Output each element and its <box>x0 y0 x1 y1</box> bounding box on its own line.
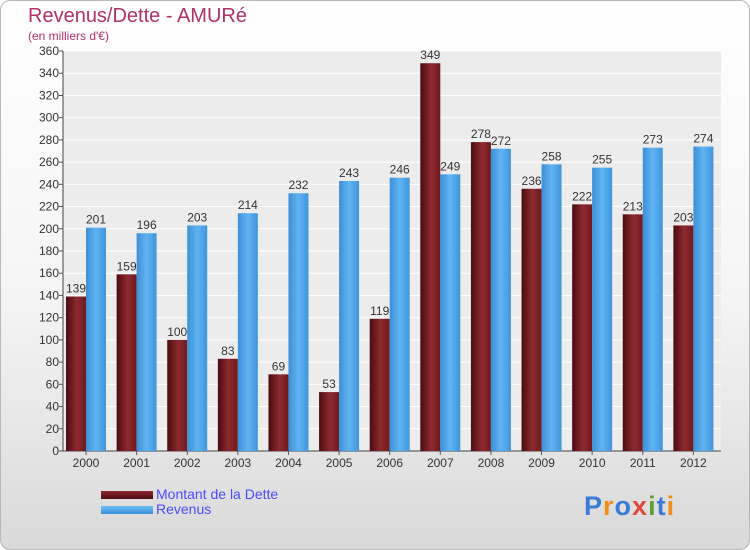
data-label: 272 <box>491 134 511 148</box>
y-tick-label: 340 <box>39 66 59 80</box>
bar-revenus <box>339 181 360 451</box>
y-tick-label: 40 <box>46 400 60 414</box>
y-tick-label: 240 <box>39 177 59 191</box>
data-label: 83 <box>221 344 235 358</box>
data-label: 213 <box>623 199 643 213</box>
bar-revenus <box>642 147 663 451</box>
data-label: 249 <box>440 159 460 173</box>
x-tick-label: 2009 <box>528 456 555 470</box>
x-tick-label: 2011 <box>630 456 656 470</box>
bar-dette <box>167 339 188 451</box>
data-label: 69 <box>272 359 286 373</box>
bar-dette <box>268 374 289 451</box>
bar-dette <box>420 63 441 451</box>
bar-revenus <box>389 177 410 451</box>
data-label: 100 <box>167 325 187 339</box>
y-tick-label: 120 <box>39 311 59 325</box>
bar-dette <box>319 392 340 451</box>
x-tick-label: 2000 <box>73 456 100 470</box>
legend-swatch-dette <box>101 491 153 499</box>
data-label: 119 <box>370 304 389 318</box>
data-label: 203 <box>187 210 207 224</box>
data-label: 214 <box>238 198 258 212</box>
bar-revenus <box>693 146 714 452</box>
y-tick-label: 260 <box>39 155 59 169</box>
data-label: 246 <box>390 163 410 177</box>
y-tick-label: 280 <box>39 133 59 147</box>
y-tick-label: 220 <box>39 200 59 214</box>
y-tick-label: 200 <box>39 222 59 236</box>
data-label: 236 <box>522 174 542 188</box>
data-label: 53 <box>322 377 336 391</box>
data-label: 274 <box>693 132 713 146</box>
x-tick-label: 2004 <box>275 456 302 470</box>
data-label: 159 <box>117 259 137 273</box>
y-tick-label: 300 <box>39 111 59 125</box>
legend-label-dette: Montant de la Dette <box>156 486 279 502</box>
x-tick-label: 2012 <box>680 456 707 470</box>
chart-subtitle: (en milliers d'€) <box>28 29 109 43</box>
bar-revenus <box>136 233 157 451</box>
data-label: 139 <box>66 282 86 296</box>
bar-revenus <box>237 213 258 451</box>
data-label: 203 <box>673 210 693 224</box>
y-tick-label: 160 <box>39 266 59 280</box>
bar-dette <box>369 318 390 451</box>
x-tick-label: 2002 <box>174 456 201 470</box>
bar-dette <box>622 214 643 451</box>
x-tick-label: 2006 <box>376 456 403 470</box>
bar-dette <box>572 204 593 451</box>
bar-dette <box>673 225 694 451</box>
data-label: 258 <box>542 149 562 163</box>
data-label: 222 <box>572 189 592 203</box>
data-label: 196 <box>137 218 157 232</box>
x-tick-label: 2010 <box>579 456 606 470</box>
y-tick-label: 100 <box>39 333 59 347</box>
data-label: 278 <box>471 127 491 141</box>
bar-revenus <box>541 164 562 452</box>
proxiti-logo: Proxiti <box>584 491 676 521</box>
y-tick-label: 0 <box>52 444 59 458</box>
x-tick-label: 2007 <box>427 456 454 470</box>
data-label: 273 <box>643 133 663 147</box>
y-tick-label: 60 <box>46 377 60 391</box>
x-tick-label: 2001 <box>123 456 150 470</box>
bar-dette <box>521 188 542 451</box>
bar-dette <box>116 274 137 451</box>
data-label: 232 <box>288 178 308 192</box>
data-label: 349 <box>420 48 440 62</box>
y-tick-label: 20 <box>46 422 60 436</box>
bar-revenus <box>440 174 461 452</box>
bar-revenus <box>86 227 106 451</box>
bar-dette <box>470 142 491 451</box>
data-label: 255 <box>592 153 612 167</box>
bar-dette <box>66 296 86 451</box>
bar-revenus <box>592 167 613 451</box>
x-tick-label: 2005 <box>326 456 353 470</box>
bar-dette <box>217 358 238 451</box>
data-label: 201 <box>86 213 106 227</box>
y-tick-label: 320 <box>39 88 59 102</box>
bar-revenus <box>288 193 309 451</box>
data-label: 243 <box>339 166 359 180</box>
legend-label-revenus: Revenus <box>156 501 212 517</box>
y-tick-label: 180 <box>39 244 59 258</box>
bar-revenus <box>187 225 208 451</box>
legend-swatch-revenus <box>101 506 153 514</box>
y-tick-label: 80 <box>46 355 60 369</box>
y-tick-label: 360 <box>39 44 59 58</box>
x-tick-label: 2008 <box>478 456 505 470</box>
chart-title: Revenus/Dette - AMURé <box>28 5 247 27</box>
bar-revenus <box>490 148 511 451</box>
x-tick-label: 2003 <box>224 456 251 470</box>
y-tick-label: 140 <box>39 288 59 302</box>
